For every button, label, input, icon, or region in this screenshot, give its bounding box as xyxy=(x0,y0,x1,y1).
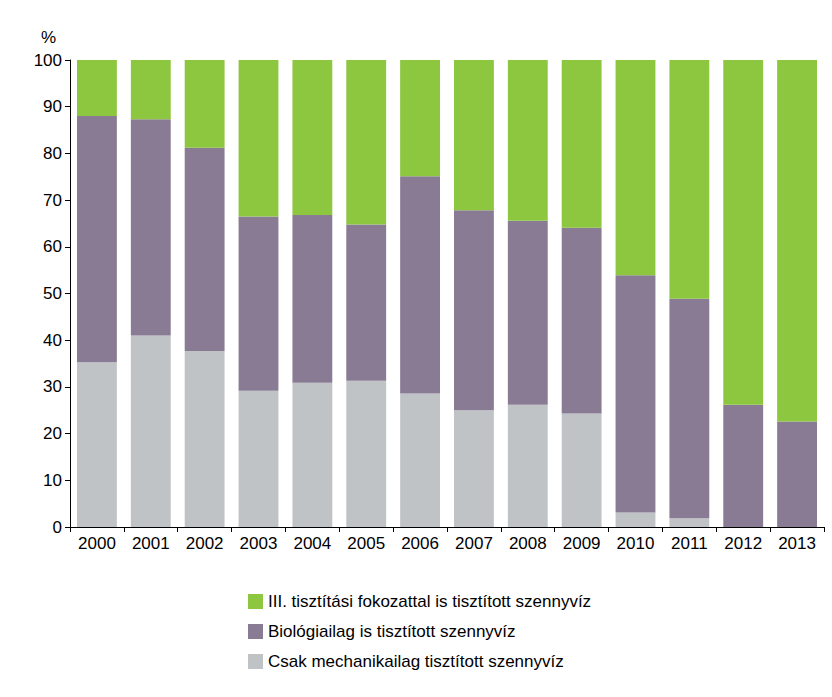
svg-text:80: 80 xyxy=(43,144,62,163)
svg-text:20: 20 xyxy=(43,424,62,443)
svg-text:2010: 2010 xyxy=(617,534,655,553)
svg-text:0: 0 xyxy=(53,518,62,537)
svg-text:30: 30 xyxy=(43,377,62,396)
svg-text:2011: 2011 xyxy=(671,534,708,553)
svg-text:50: 50 xyxy=(43,284,62,303)
svg-text:2004: 2004 xyxy=(293,534,331,553)
svg-text:90: 90 xyxy=(43,97,62,116)
svg-text:2002: 2002 xyxy=(186,534,224,553)
svg-text:40: 40 xyxy=(43,331,62,350)
svg-text:Biológiailag is tisztított sze: Biológiailag is tisztított szennyvíz xyxy=(268,622,516,641)
svg-text:III. tisztítási fokozattal is: III. tisztítási fokozattal is tisztított… xyxy=(268,592,591,611)
svg-text:70: 70 xyxy=(43,191,62,210)
svg-text:2000: 2000 xyxy=(78,534,116,553)
svg-text:2013: 2013 xyxy=(778,534,816,553)
svg-text:60: 60 xyxy=(43,237,62,256)
svg-text:2007: 2007 xyxy=(455,534,493,553)
svg-text:2008: 2008 xyxy=(509,534,547,553)
svg-text:2006: 2006 xyxy=(401,534,439,553)
svg-text:100: 100 xyxy=(34,51,62,70)
svg-text:%: % xyxy=(41,28,56,47)
svg-text:2012: 2012 xyxy=(724,534,762,553)
svg-text:10: 10 xyxy=(43,471,62,490)
svg-text:2005: 2005 xyxy=(347,534,385,553)
svg-text:2003: 2003 xyxy=(240,534,278,553)
svg-text:Csak mechanikailag tisztított: Csak mechanikailag tisztított szennyvíz xyxy=(268,652,564,671)
svg-text:2001: 2001 xyxy=(132,534,170,553)
svg-text:2009: 2009 xyxy=(563,534,601,553)
